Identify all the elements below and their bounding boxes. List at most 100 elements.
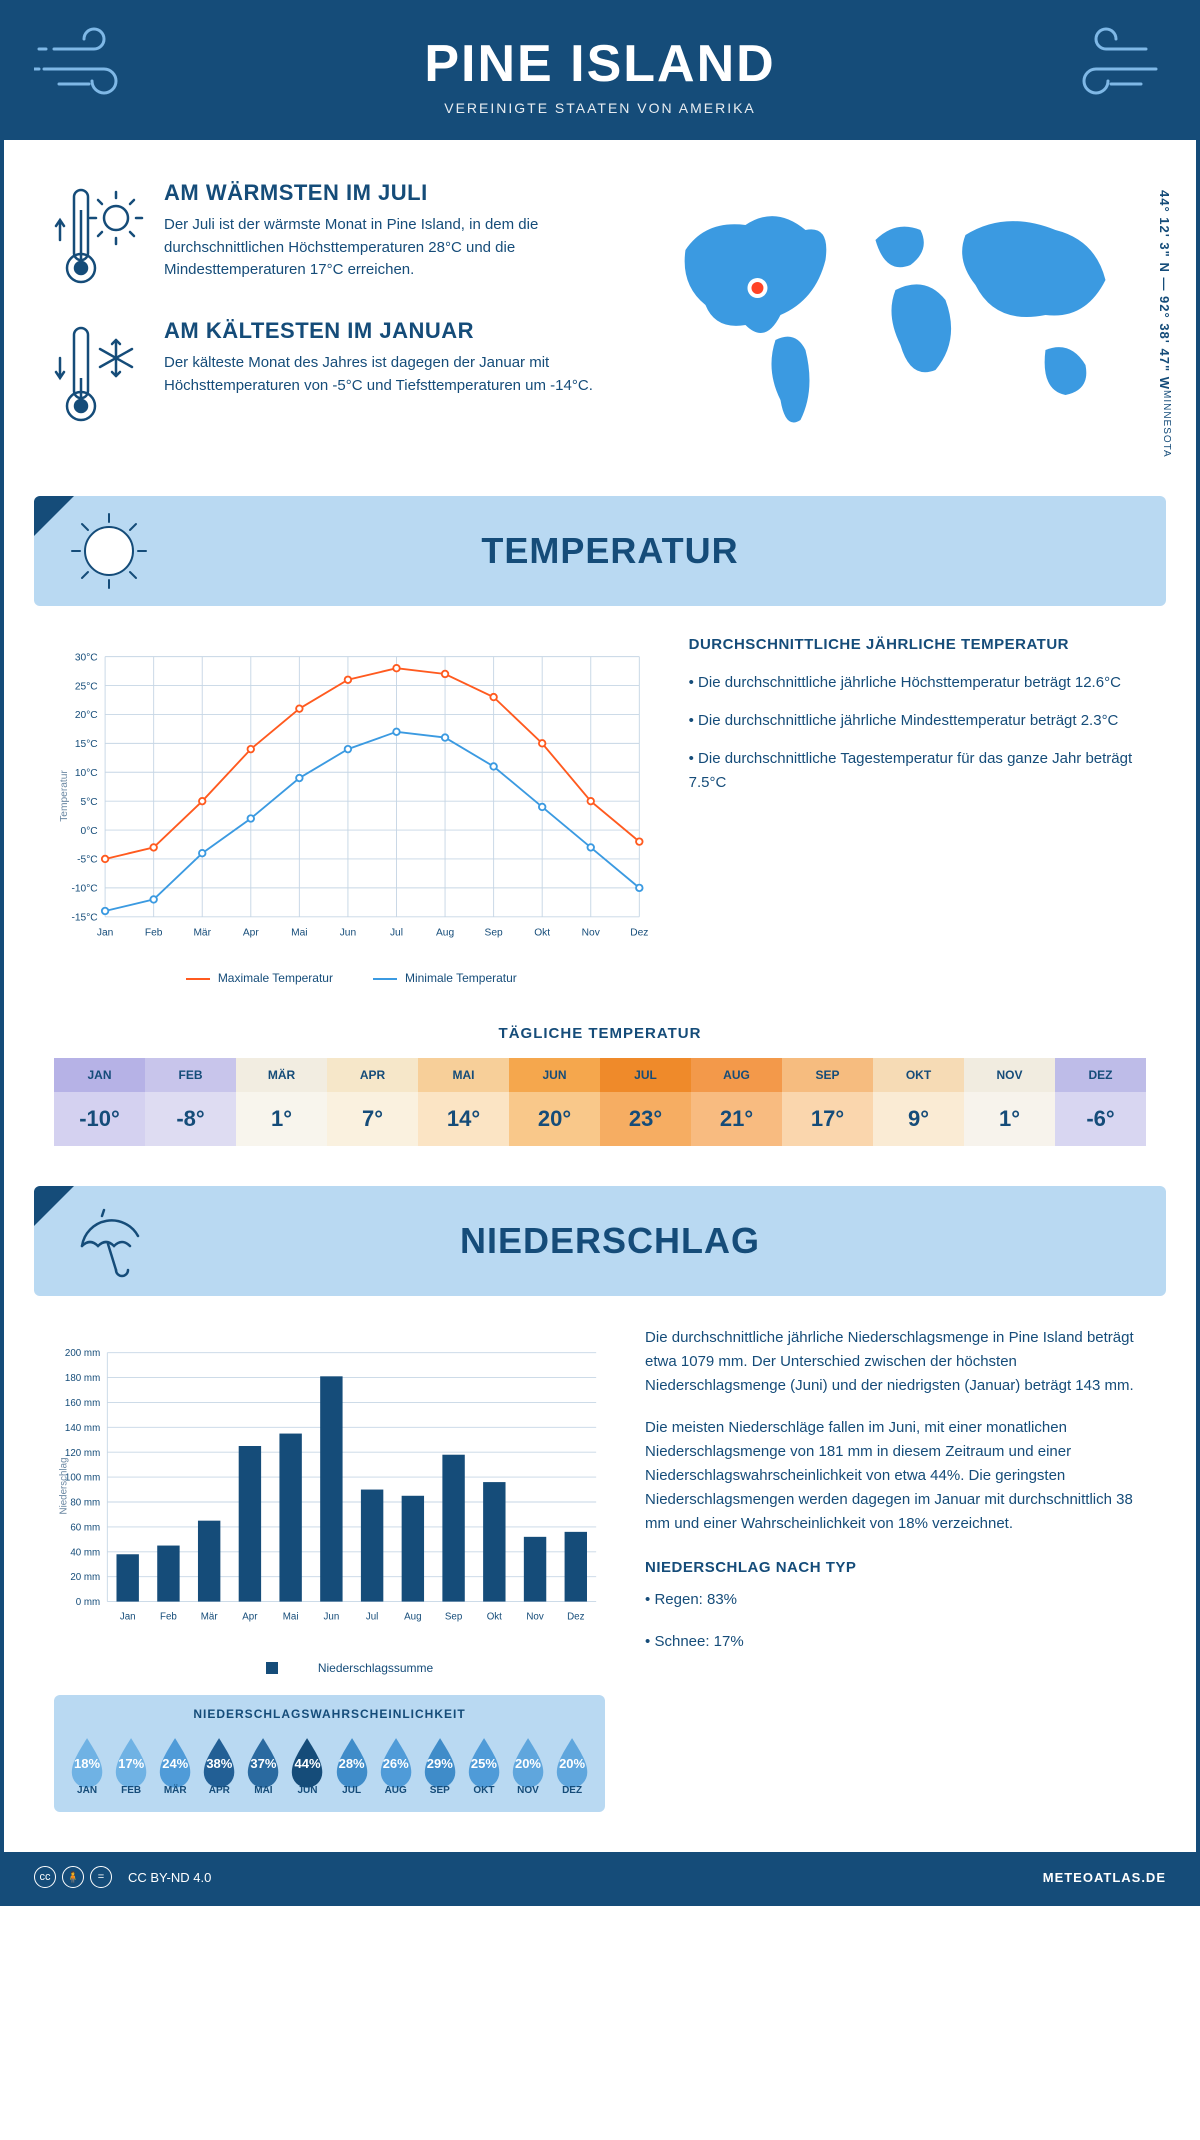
svg-text:25°C: 25°C	[75, 681, 98, 692]
svg-text:Jun: Jun	[340, 927, 357, 938]
section-bar-temperature: TEMPERATUR	[34, 496, 1166, 606]
svg-text:Apr: Apr	[243, 927, 259, 938]
svg-text:Mai: Mai	[283, 1611, 299, 1622]
svg-text:Nov: Nov	[526, 1611, 543, 1622]
page-title: PINE ISLAND	[24, 34, 1176, 94]
svg-text:120 mm: 120 mm	[65, 1448, 100, 1459]
svg-text:Nov: Nov	[582, 927, 601, 938]
svg-text:Jul: Jul	[390, 927, 403, 938]
precip-type-title: NIEDERSCHLAG NACH TYP	[645, 1556, 1146, 1580]
summary-bullet: • Die durchschnittliche jährliche Höchst…	[689, 671, 1146, 695]
precip-paragraph: Die durchschnittliche jährliche Niedersc…	[645, 1326, 1146, 1398]
probability-drop: 37%MAI	[244, 1733, 282, 1796]
license-text: CC BY-ND 4.0	[128, 1870, 211, 1885]
svg-text:Aug: Aug	[436, 927, 454, 938]
month-cell: DEZ-6°	[1055, 1058, 1146, 1146]
probability-drop: 25%OKT	[465, 1733, 503, 1796]
svg-text:15°C: 15°C	[75, 739, 98, 750]
svg-text:Dez: Dez	[567, 1611, 584, 1622]
wind-icon	[1056, 24, 1166, 104]
daily-temp-title: TÄGLICHE TEMPERATUR	[4, 1025, 1196, 1042]
svg-text:160 mm: 160 mm	[65, 1398, 100, 1409]
header: PINE ISLAND VEREINIGTE STAATEN VON AMERI…	[4, 4, 1196, 140]
svg-text:Okt: Okt	[534, 927, 550, 938]
nd-icon: =	[90, 1866, 112, 1888]
precip-paragraph: Die meisten Niederschläge fallen im Juni…	[645, 1416, 1146, 1536]
svg-text:0°C: 0°C	[81, 826, 98, 837]
probability-drop: 17%FEB	[112, 1733, 150, 1796]
svg-text:100 mm: 100 mm	[65, 1473, 100, 1484]
probability-drop: 20%NOV	[509, 1733, 547, 1796]
precip-probability-box: NIEDERSCHLAGSWAHRSCHEINLICHKEIT 18%JAN17…	[54, 1695, 605, 1812]
page: PINE ISLAND VEREINIGTE STAATEN VON AMERI…	[0, 0, 1200, 1906]
svg-text:Jun: Jun	[324, 1611, 340, 1622]
legend-precip: Niederschlagssumme	[226, 1661, 433, 1675]
month-cell: MAI14°	[418, 1058, 509, 1146]
world-map	[645, 180, 1146, 440]
month-cell: JUN20°	[509, 1058, 600, 1146]
svg-text:Feb: Feb	[160, 1611, 177, 1622]
month-cell: AUG21°	[691, 1058, 782, 1146]
fact-title: AM KÄLTESTEN IM JANUAR	[164, 318, 605, 344]
summary-bullet: • Die durchschnittliche jährliche Mindes…	[689, 709, 1146, 733]
svg-text:Jan: Jan	[97, 927, 114, 938]
probability-title: NIEDERSCHLAGSWAHRSCHEINLICHKEIT	[68, 1707, 591, 1721]
svg-text:Sep: Sep	[445, 1611, 463, 1622]
svg-text:60 mm: 60 mm	[70, 1522, 100, 1533]
daily-temp-strip: JAN-10°FEB-8°MÄR1°APR7°MAI14°JUN20°JUL23…	[54, 1058, 1146, 1146]
svg-text:Mär: Mär	[201, 1611, 219, 1622]
section-bar-precip: NIEDERSCHLAG	[34, 1186, 1166, 1296]
svg-text:20 mm: 20 mm	[70, 1572, 100, 1583]
thermometer-hot-icon	[54, 180, 144, 290]
month-cell: JAN-10°	[54, 1058, 145, 1146]
temperature-chart: -15°C-10°C-5°C0°C5°C10°C15°C20°C25°C30°C…	[54, 636, 649, 956]
section-title: NIEDERSCHLAG	[154, 1220, 1166, 1262]
month-cell: MÄR1°	[236, 1058, 327, 1146]
month-cell: APR7°	[327, 1058, 418, 1146]
thermometer-cold-icon	[54, 318, 144, 428]
svg-text:0 mm: 0 mm	[76, 1597, 100, 1608]
month-cell: JUL23°	[600, 1058, 691, 1146]
probability-drop: 29%SEP	[421, 1733, 459, 1796]
svg-text:10°C: 10°C	[75, 768, 98, 779]
license-badge: cc 🧍 = CC BY-ND 4.0	[34, 1866, 211, 1888]
svg-text:Aug: Aug	[404, 1611, 421, 1622]
svg-text:Mai: Mai	[291, 927, 307, 938]
svg-text:Sep: Sep	[485, 927, 503, 938]
svg-text:-15°C: -15°C	[71, 912, 97, 923]
svg-text:40 mm: 40 mm	[70, 1547, 100, 1558]
probability-drop: 24%MÄR	[156, 1733, 194, 1796]
svg-text:Temperatur: Temperatur	[59, 770, 70, 822]
svg-text:Feb: Feb	[145, 927, 163, 938]
summary-title: DURCHSCHNITTLICHE JÄHRLICHE TEMPERATUR	[689, 636, 1146, 653]
page-subtitle: VEREINIGTE STAATEN VON AMERIKA	[24, 100, 1176, 116]
month-cell: NOV1°	[964, 1058, 1055, 1146]
probability-drop: 26%AUG	[377, 1733, 415, 1796]
umbrella-icon	[64, 1196, 154, 1286]
precip-type-bullet: • Regen: 83%	[645, 1588, 1146, 1612]
svg-text:5°C: 5°C	[81, 797, 98, 808]
by-icon: 🧍	[62, 1866, 84, 1888]
fact-warmest: AM WÄRMSTEN IM JULI Der Juli ist der wär…	[54, 180, 605, 290]
cc-icon: cc	[34, 1866, 56, 1888]
summary-bullet: • Die durchschnittliche Tagestemperatur …	[689, 747, 1146, 795]
chart-legend: Niederschlagssumme	[54, 1661, 605, 1675]
fact-coldest: AM KÄLTESTEN IM JANUAR Der kälteste Mona…	[54, 318, 605, 428]
svg-text:Jan: Jan	[120, 1611, 136, 1622]
svg-text:-5°C: -5°C	[77, 855, 98, 866]
month-cell: FEB-8°	[145, 1058, 236, 1146]
svg-text:Okt: Okt	[487, 1611, 502, 1622]
precipitation-chart: 0 mm 20 mm 40 mm 60 mm 80 mm 100 mm 120 mm 140 …	[54, 1326, 605, 1646]
probability-drop: 20%DEZ	[553, 1733, 591, 1796]
section-title: TEMPERATUR	[154, 530, 1166, 572]
svg-text:180 mm: 180 mm	[65, 1373, 100, 1384]
svg-text:-10°C: -10°C	[71, 884, 97, 895]
svg-text:Jul: Jul	[366, 1611, 378, 1622]
svg-text:Niederschlag: Niederschlag	[58, 1458, 69, 1515]
probability-drop: 44%JUN	[288, 1733, 326, 1796]
svg-text:80 mm: 80 mm	[70, 1498, 100, 1509]
fact-text: Der Juli ist der wärmste Monat in Pine I…	[164, 214, 605, 282]
svg-text:140 mm: 140 mm	[65, 1423, 100, 1434]
fact-text: Der kälteste Monat des Jahres ist dagege…	[164, 352, 605, 397]
probability-drop: 18%JAN	[68, 1733, 106, 1796]
